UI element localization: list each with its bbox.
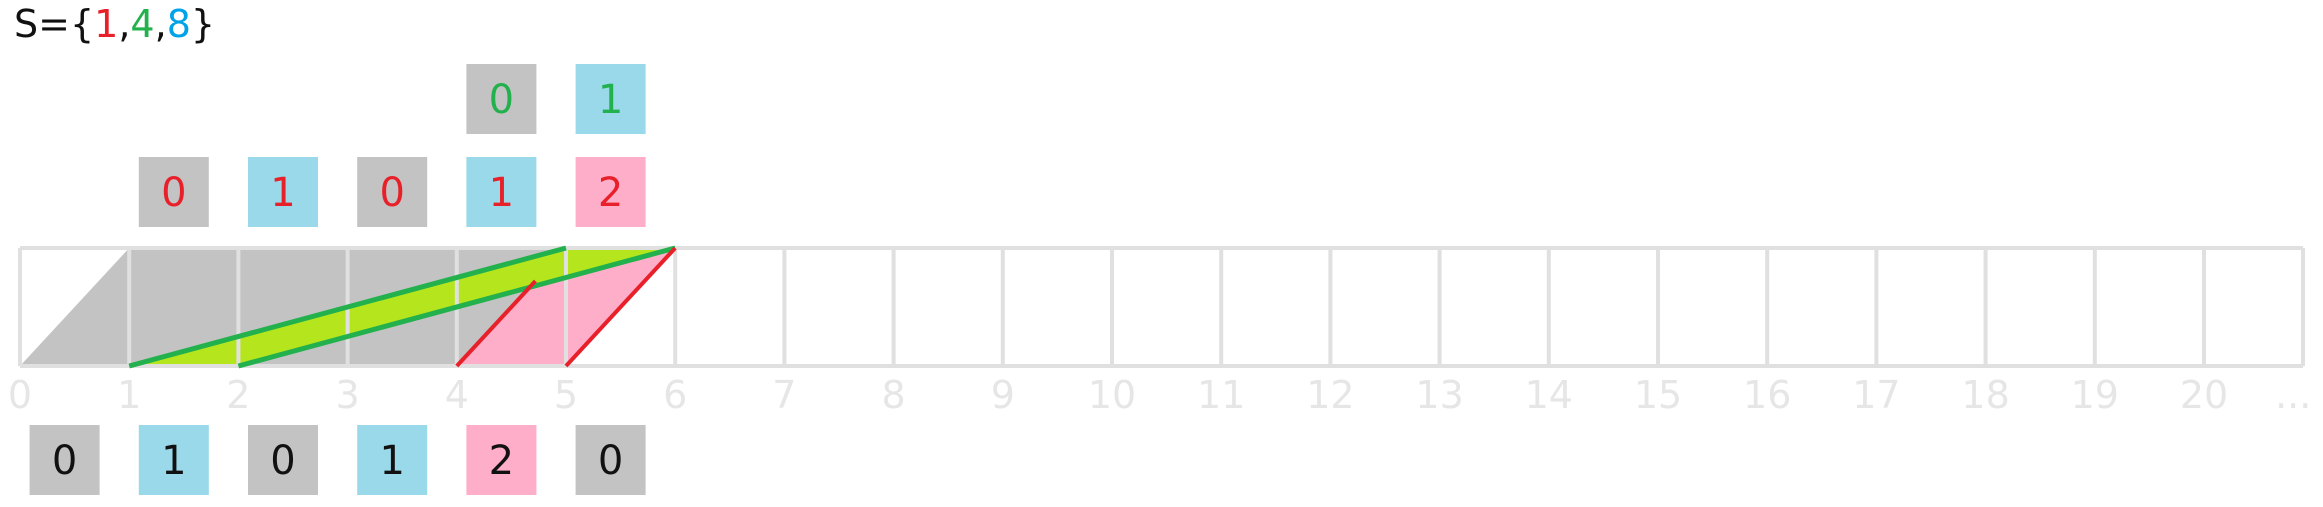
tick-label: 10 [1088, 373, 1136, 417]
bottom-row-box-value: 0 [52, 438, 77, 484]
tick-label: 8 [882, 373, 906, 417]
top-row-2-box-bg [138, 157, 209, 227]
bottom-row-box: 1 [138, 425, 209, 495]
top-row-2-box-bg [575, 157, 646, 227]
tick-label: ... [2275, 373, 2311, 417]
top-row-2-box: 1 [466, 157, 537, 227]
tick-label: 19 [2071, 373, 2119, 417]
bottom-row-box-value: 1 [161, 438, 186, 484]
top-row-2-box: 2 [575, 157, 646, 227]
tick-label: 13 [1415, 373, 1463, 417]
set-item-4: 4 [130, 2, 155, 46]
top-row-2-box-value: 1 [270, 170, 295, 216]
connecting-lines [128, 245, 677, 369]
bottom-row-box: 0 [575, 425, 646, 495]
top-row-2-box-value: 0 [161, 170, 186, 216]
red-line-2 [564, 246, 677, 368]
set-separator-2: , [154, 2, 167, 46]
bottom-row-box-bg [138, 425, 209, 495]
top-row-2-box: 0 [357, 157, 428, 227]
top-row-1-box: 0 [466, 64, 537, 134]
lime-band [129, 248, 676, 366]
tick-label: 3 [336, 373, 360, 417]
bottom-row-box: 0 [248, 425, 318, 495]
bottom-row-box: 2 [466, 425, 537, 495]
top-row-2-box-value: 1 [489, 170, 514, 216]
bottom-row-box-value: 0 [270, 438, 295, 484]
bottom-row-box-value: 1 [379, 438, 404, 484]
set-label: S={1,4,8} [14, 2, 215, 46]
bottom-row-box: 0 [29, 425, 100, 495]
top-row-1-box-value: 1 [598, 77, 623, 123]
green-line-1 [128, 245, 567, 369]
value-boxes: 0 10 1 0 1 20 1 0 1 2 0 [29, 64, 646, 495]
bottom-row-box-value: 2 [489, 438, 514, 484]
gray-region [20, 248, 566, 366]
tick-label: 16 [1743, 373, 1791, 417]
bottom-row-box: 1 [357, 425, 428, 495]
tick-label: 9 [991, 373, 1015, 417]
top-row-2-box: 1 [248, 157, 318, 227]
tick-labels: 0 1 2 3 4 5 6 7 8 9 10 11 12 13 14 15 16 17 18 19 20... [8, 373, 2311, 417]
tick-label: 20 [2180, 373, 2228, 417]
green-line-2 [237, 245, 676, 369]
bottom-row-box-bg [357, 425, 428, 495]
tick-label: 18 [1961, 373, 2009, 417]
top-row-2-box-value: 0 [379, 170, 404, 216]
tick-label: 17 [1852, 373, 1900, 417]
tick-label: 7 [772, 373, 796, 417]
set-suffix: } [190, 2, 216, 46]
top-row-1-box-value: 0 [489, 77, 514, 123]
bottom-row-box-bg [575, 425, 646, 495]
top-row-2-box-bg [357, 157, 428, 227]
tick-label: 2 [226, 373, 250, 417]
tick-label: 0 [8, 373, 32, 417]
tick-label: 4 [445, 373, 469, 417]
top-row-2-box-bg [248, 157, 318, 227]
top-row-2-box-bg [466, 157, 537, 227]
top-row-1-box: 1 [575, 64, 646, 134]
bottom-row-box-bg [466, 425, 537, 495]
top-row-2-box-value: 2 [598, 170, 623, 216]
bottom-row-box-bg [29, 425, 100, 495]
tick-label: 15 [1634, 373, 1682, 417]
bottom-row-box-bg [248, 425, 318, 495]
tick-label: 14 [1525, 373, 1573, 417]
tick-label: 11 [1197, 373, 1245, 417]
tick-label: 6 [663, 373, 687, 417]
tick-label: 5 [554, 373, 578, 417]
top-row-2-box: 0 [138, 157, 209, 227]
top-row-1-box-bg [466, 64, 537, 134]
set-prefix: S={ [14, 2, 95, 46]
top-row-1-box-bg [575, 64, 646, 134]
tick-label: 1 [117, 373, 141, 417]
red-line-1 [455, 279, 537, 368]
bottom-row-box-value: 0 [598, 438, 623, 484]
set-separator-1: , [118, 2, 131, 46]
set-item-8: 8 [166, 2, 191, 46]
tick-label: 12 [1306, 373, 1354, 417]
set-item-1: 1 [94, 2, 119, 46]
number-line-grid [18, 246, 2305, 368]
